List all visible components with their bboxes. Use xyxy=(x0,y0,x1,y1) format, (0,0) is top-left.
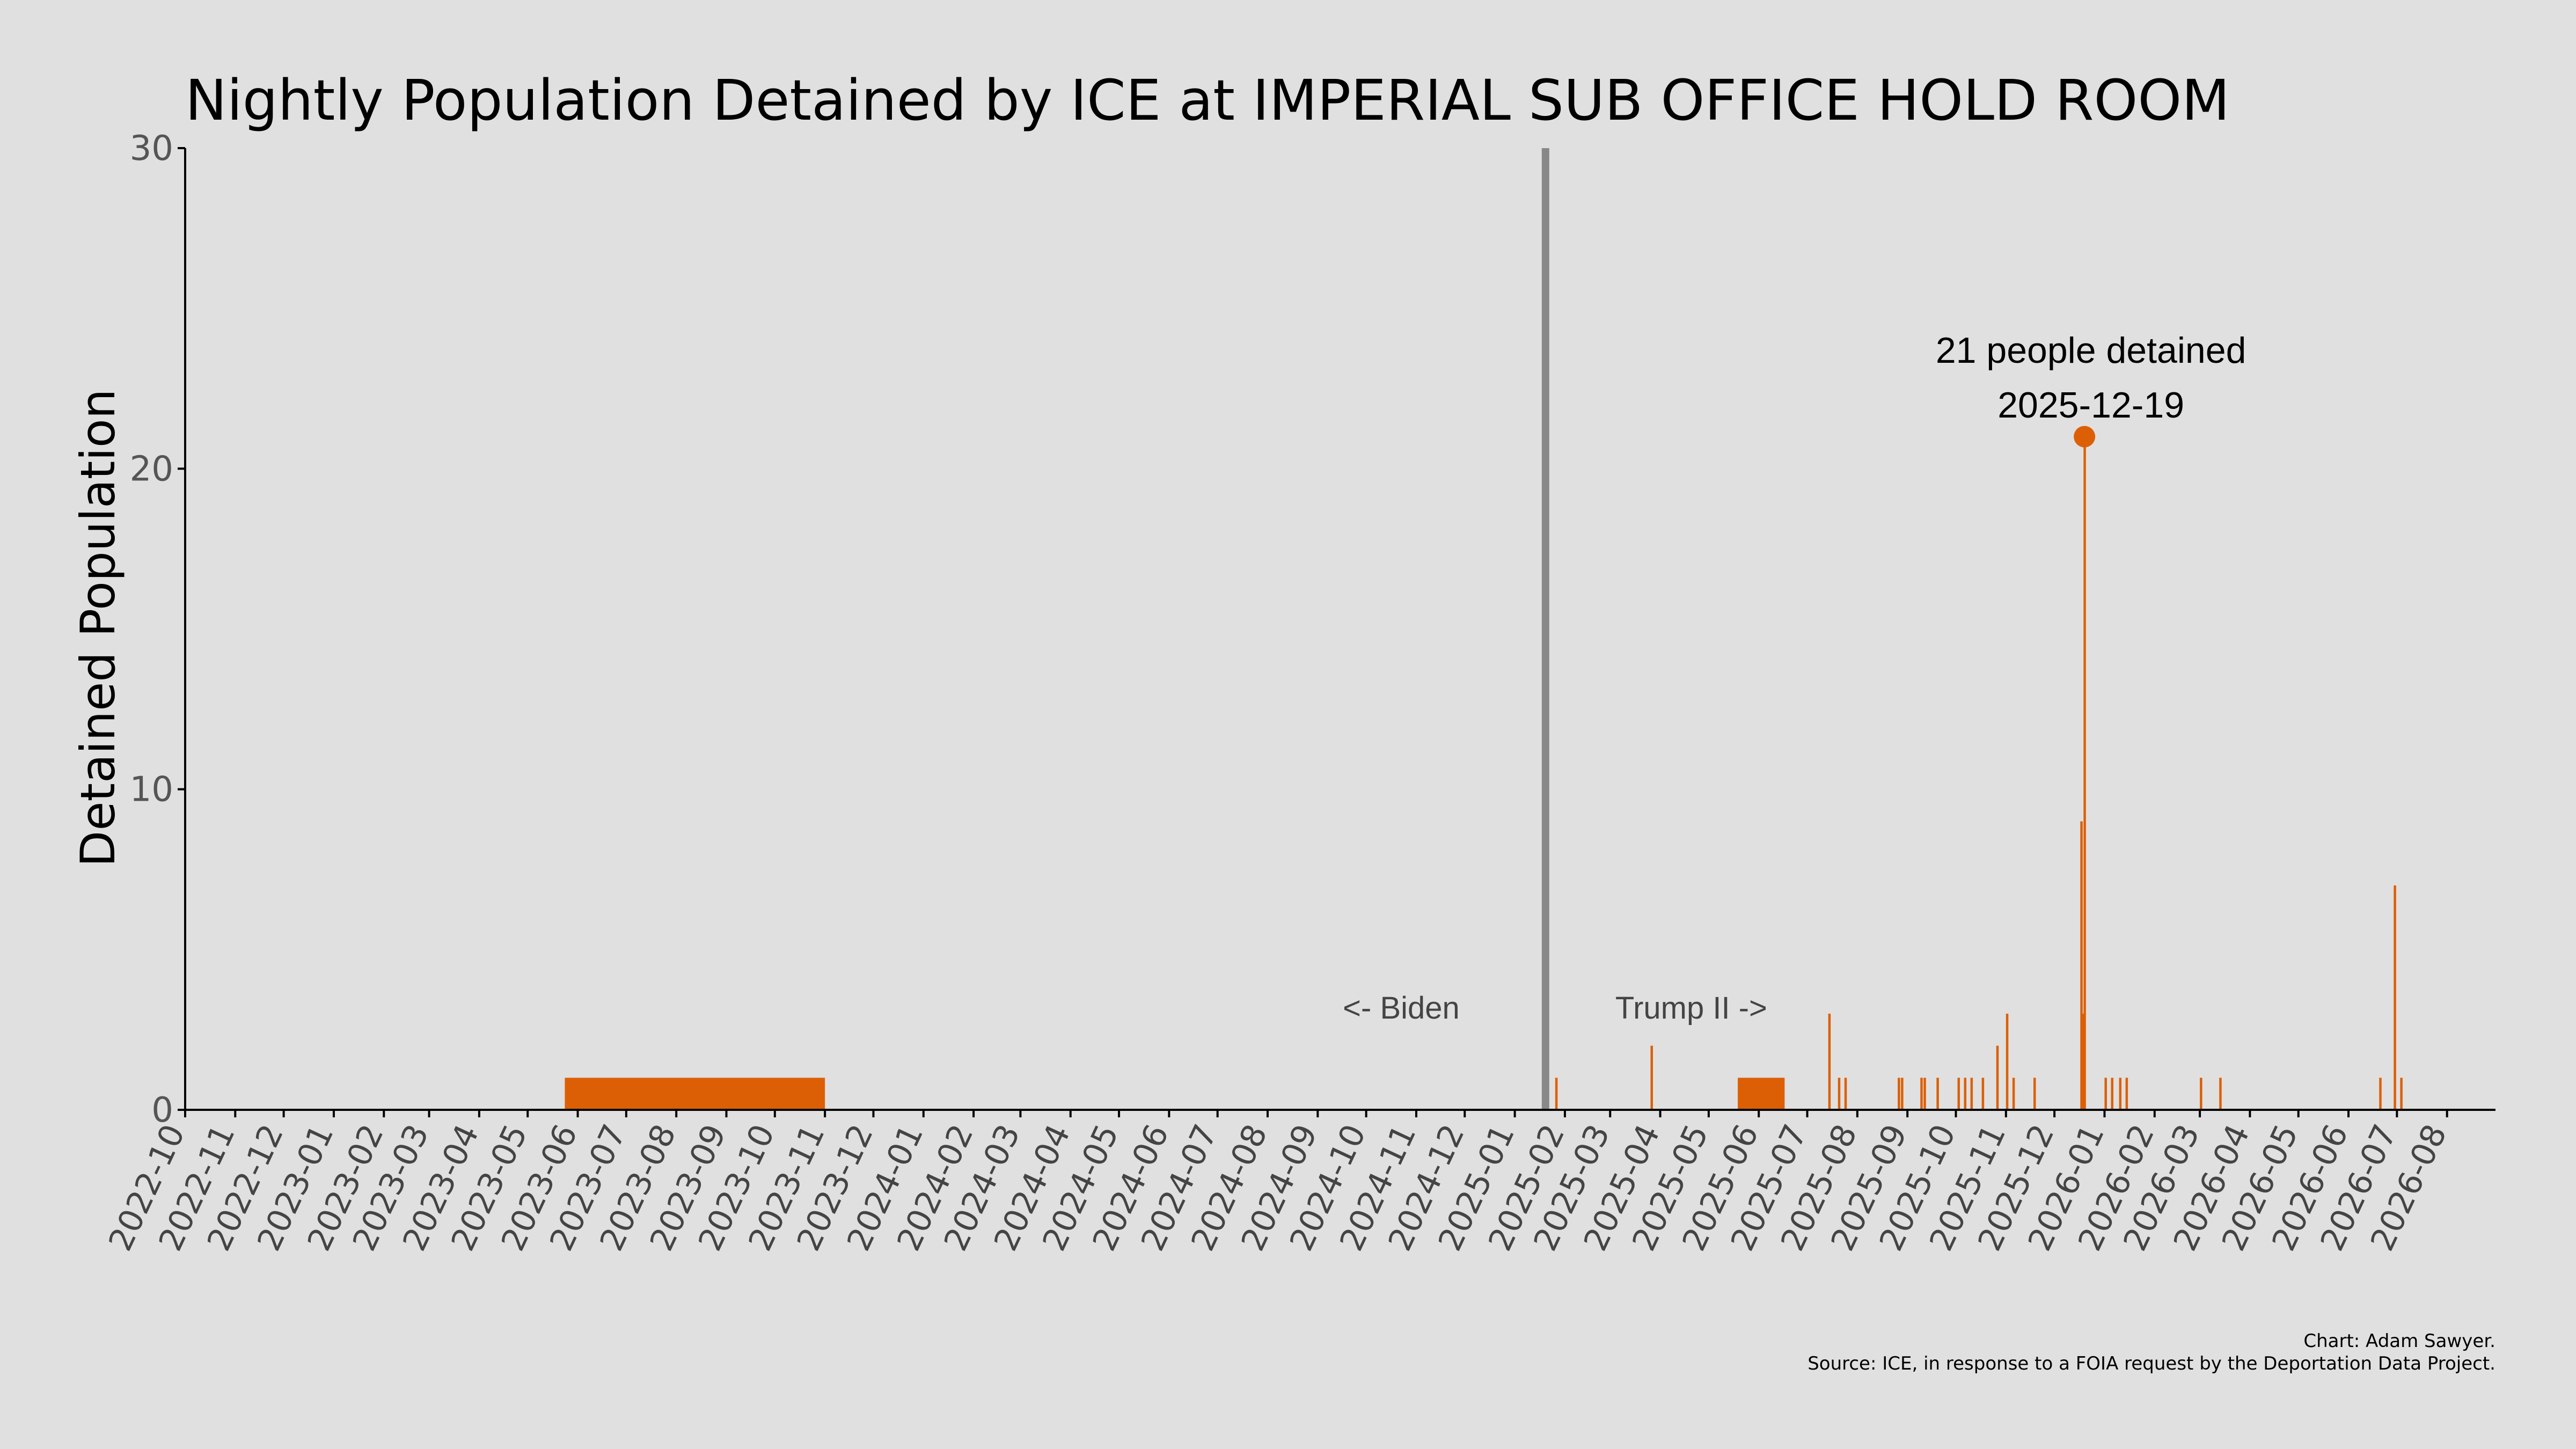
bar-2025-09-11 xyxy=(1923,1078,1926,1110)
bar-2025-07-24 xyxy=(1844,1078,1847,1110)
bar-2025-07-20 xyxy=(1838,1078,1841,1110)
bar-2025-12-17 xyxy=(2080,821,2083,1110)
y-tick-label-30: 30 xyxy=(130,129,173,169)
bar-range-0 xyxy=(565,1078,825,1110)
bar-2025-01-26 xyxy=(1555,1078,1558,1110)
bar-2026-01-01 xyxy=(2104,1078,2107,1110)
bar-2025-10-26 xyxy=(1996,1045,1999,1110)
annotations: <- Biden Trump II -> 21 people detained … xyxy=(1343,330,2246,1026)
bar-2025-07-14 xyxy=(1828,1013,1831,1110)
bar-2026-03-13 xyxy=(2219,1078,2222,1110)
plot-area xyxy=(565,148,2403,1110)
bar-2025-10-02 xyxy=(1957,1078,1960,1110)
bar-2025-12-18 xyxy=(2082,1013,2084,1110)
biden-era-label: <- Biden xyxy=(1343,991,1460,1026)
bar-2025-11-05 xyxy=(2012,1078,2015,1110)
y-tick-label-0: 0 xyxy=(151,1091,173,1130)
bar-2026-06-29 xyxy=(2394,885,2396,1110)
bar-2026-07-03 xyxy=(2400,1078,2403,1110)
bar-2025-10-10 xyxy=(1970,1078,1973,1110)
bar-2025-09-19 xyxy=(1936,1078,1939,1110)
footer-credit: Chart: Adam Sawyer. xyxy=(2303,1330,2496,1352)
bar-2026-01-05 xyxy=(2111,1078,2114,1110)
bar-2025-10-17 xyxy=(1981,1078,1985,1110)
bar-2025-12-19 xyxy=(2083,436,2086,1110)
bar-2026-01-14 xyxy=(2125,1078,2128,1110)
peak-marker xyxy=(2074,426,2096,448)
y-tick-label-10: 10 xyxy=(130,770,173,810)
bar-2026-01-10 xyxy=(2119,1078,2122,1110)
x-axis: 2022-102022-112022-122023-012023-022023-… xyxy=(101,1109,2496,1257)
bar-range-1 xyxy=(1738,1078,1785,1110)
bar-2025-11-18 xyxy=(2033,1078,2036,1110)
footer-source: Source: ICE, in response to a FOIA reque… xyxy=(1807,1353,2496,1374)
bar-2025-03-26 xyxy=(1650,1045,1653,1110)
chart-title: Nightly Population Detained by ICE at IM… xyxy=(185,68,2230,133)
bar-2025-09-09 xyxy=(1920,1078,1923,1110)
y-tick-label-20: 20 xyxy=(130,449,173,489)
trump-era-label: Trump II -> xyxy=(1615,991,1767,1026)
bar-2025-08-28 xyxy=(1901,1078,1904,1110)
y-axis-label: Detained Population xyxy=(70,389,126,867)
bar-2025-08-26 xyxy=(1898,1078,1900,1110)
bar-2025-11-01 xyxy=(2006,1013,2009,1110)
bar-2025-10-06 xyxy=(1964,1078,1967,1110)
bar-2026-03-01 xyxy=(2200,1078,2202,1110)
bar-2026-06-20 xyxy=(2379,1078,2382,1110)
peak-label-count: 21 people detained xyxy=(1936,330,2246,371)
peak-label-date: 2025-12-19 xyxy=(1997,385,2184,426)
y-axis: 0 10 20 30 xyxy=(130,129,186,1130)
